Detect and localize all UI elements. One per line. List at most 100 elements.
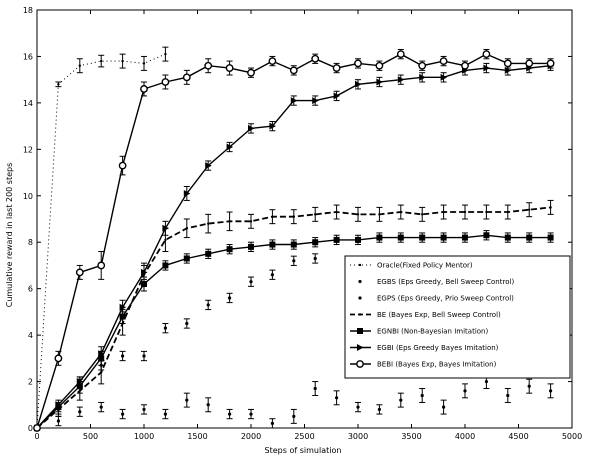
legend-entry: EGBI (Eps Greedy Bayes Imitation) [350, 344, 499, 352]
data-point [442, 405, 446, 409]
x-tick-label: 500 [83, 432, 98, 441]
x-tick-label: 0 [34, 432, 39, 441]
data-point [249, 412, 253, 416]
data-point [121, 354, 125, 358]
data-point [140, 85, 148, 93]
data-point [356, 405, 360, 409]
data-point [358, 279, 362, 284]
data-point [376, 78, 383, 86]
legend-entry: EGPS (Eps Greedy, Prio Sweep Control) [358, 295, 514, 303]
data-point [463, 210, 467, 214]
y-axis-title: Cumulative reward in last 200 steps [5, 163, 14, 308]
data-point [462, 234, 468, 241]
x-tick-label: 5000 [562, 432, 582, 441]
data-point [525, 59, 534, 68]
data-point [78, 410, 82, 414]
data-point [162, 262, 169, 269]
data-point [419, 234, 426, 241]
legend-label: BE (Bayes Exp, Bell Sweep Control) [377, 311, 501, 319]
data-point [118, 161, 127, 170]
data-point [506, 210, 509, 214]
data-point [333, 92, 341, 100]
data-point [396, 50, 405, 59]
data-point [205, 162, 212, 170]
legend-label: EGNBI (Non-Bayesian Imitation) [377, 328, 488, 336]
data-point [421, 213, 424, 216]
data-point [161, 78, 170, 86]
data-point [206, 403, 210, 407]
data-point [226, 246, 233, 253]
legend-label: BEBI (Bayes Exp, Bayes Imitation) [377, 361, 497, 369]
data-point [335, 210, 338, 214]
data-point [357, 328, 363, 334]
data-point [121, 59, 124, 63]
y-tick-label: 8 [28, 238, 33, 247]
data-point [207, 222, 210, 225]
data-point [503, 59, 512, 68]
y-tick-label: 10 [23, 192, 33, 201]
data-point [204, 61, 213, 70]
legend-label: Oracle(Fixed Policy Mentor) [377, 262, 473, 270]
data-point [119, 303, 127, 311]
data-point [292, 259, 296, 263]
data-point [378, 213, 381, 216]
data-point [141, 268, 148, 276]
data-point [333, 236, 340, 243]
data-point [397, 234, 404, 241]
data-point [99, 405, 103, 409]
data-point [228, 412, 232, 416]
data-point [247, 68, 255, 77]
y-tick-label: 6 [28, 285, 33, 294]
y-tick-label: 16 [23, 52, 33, 61]
data-point [440, 234, 447, 241]
data-point [141, 281, 147, 288]
data-point [356, 360, 364, 368]
legend-label: EGPS (Eps Greedy, Prio Sweep Control) [377, 295, 514, 303]
data-point [357, 344, 364, 351]
data-point [313, 256, 317, 261]
data-point [206, 303, 210, 307]
data-point [57, 83, 60, 86]
data-point [142, 354, 146, 358]
data-point [98, 350, 105, 358]
x-tick-label: 4000 [455, 432, 475, 441]
legend-label: EGBS (Eps Greedy, Bell Sweep Control) [377, 278, 514, 286]
data-point [335, 396, 339, 400]
data-point [418, 61, 427, 70]
y-tick-label: 18 [23, 6, 33, 15]
data-point [526, 234, 533, 241]
x-axis-title: Steps of simulation [265, 446, 342, 455]
data-point [164, 52, 167, 56]
data-point [442, 210, 445, 214]
data-point [249, 280, 253, 284]
data-point [463, 389, 467, 393]
data-point [270, 421, 274, 425]
data-point [162, 224, 169, 232]
legend-entry: Oracle(Fixed Policy Mentor) [350, 262, 473, 270]
y-tick-label: 12 [23, 145, 33, 154]
data-point [269, 241, 276, 248]
data-point [248, 124, 255, 132]
data-point [397, 76, 405, 84]
legend-box [344, 255, 571, 379]
data-point [76, 378, 84, 386]
legend-label: EGBI (Eps Greedy Bayes Imitation) [377, 344, 499, 352]
data-point [75, 268, 84, 277]
data-point [78, 64, 82, 67]
x-tick-label: 2500 [294, 432, 314, 441]
legend-entry: BEBI (Bayes Exp, Bayes Imitation) [350, 360, 497, 369]
data-point [100, 371, 103, 374]
data-point [142, 407, 146, 412]
data-point [356, 213, 360, 216]
series-1 [34, 374, 554, 431]
data-point [482, 50, 491, 59]
data-point [56, 419, 61, 423]
data-point [358, 296, 362, 300]
data-point [226, 143, 234, 151]
y-tick-label: 0 [28, 424, 33, 433]
data-point [484, 379, 488, 384]
data-point [399, 210, 402, 214]
data-point [269, 122, 276, 130]
data-point [205, 250, 212, 257]
data-point [504, 234, 511, 241]
